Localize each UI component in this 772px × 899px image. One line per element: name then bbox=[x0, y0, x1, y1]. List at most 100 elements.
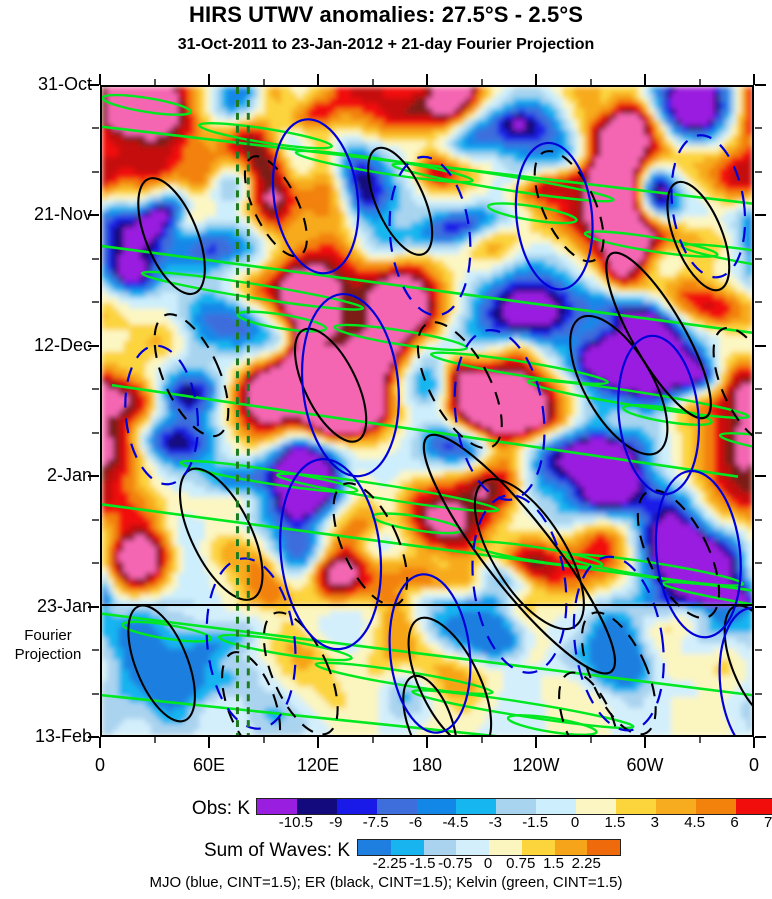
colorbar-segment bbox=[576, 799, 616, 814]
y-tick-minor bbox=[92, 388, 99, 391]
x-axis-label: 60E bbox=[192, 755, 226, 775]
colorbar-segment bbox=[496, 799, 537, 814]
colorbar-tick-label: -3 bbox=[488, 814, 502, 831]
y-tick-major bbox=[755, 214, 766, 217]
y-axis-label: 31-Oct bbox=[37, 74, 92, 94]
fourier-note-line1: Fourier bbox=[24, 626, 72, 644]
marker-longitude-lines bbox=[235, 87, 250, 735]
y-tick-minor bbox=[755, 388, 762, 391]
x-axis-label: 120E bbox=[296, 755, 340, 775]
x-tick-major bbox=[317, 737, 319, 748]
colorbar-tick-label: 0.75 bbox=[506, 855, 536, 872]
y-tick-major bbox=[88, 475, 99, 478]
x-axis-label: 0 bbox=[94, 755, 105, 775]
x-tick-major-top bbox=[535, 74, 537, 85]
anomaly-field bbox=[102, 87, 752, 735]
colorbar-tick-label: -4.5 bbox=[442, 814, 469, 831]
colorbar-segment bbox=[735, 799, 772, 814]
x-tick-major-top bbox=[644, 74, 646, 85]
colorbar-segment bbox=[296, 799, 337, 814]
y-tick-minor bbox=[92, 170, 99, 173]
colorbar-segment bbox=[416, 799, 457, 814]
x-tick-major-top bbox=[99, 74, 101, 85]
colorbar-waves-title: Sum of Waves: K bbox=[203, 840, 350, 861]
colorbar-tick-label: -6 bbox=[408, 814, 423, 831]
x-tick-major bbox=[208, 737, 210, 748]
y-axis-label: 2-Jan bbox=[46, 465, 92, 486]
colorbar-segment bbox=[587, 840, 620, 855]
mjo-contours bbox=[124, 118, 752, 735]
colorbar-obs-bar bbox=[256, 798, 772, 815]
colorbar-segment bbox=[376, 799, 417, 814]
x-tick-major-top bbox=[317, 74, 319, 85]
x-tick-minor bbox=[589, 737, 592, 743]
y-axis-label: 23-Jan bbox=[36, 595, 92, 616]
x-axis-label: 180 bbox=[411, 755, 443, 775]
colorbar-segment bbox=[423, 840, 457, 855]
y-tick-minor bbox=[92, 257, 99, 260]
observation-end-line bbox=[100, 604, 754, 606]
y-tick-minor bbox=[92, 562, 99, 565]
colorbar-segment bbox=[489, 840, 522, 855]
y-tick-minor bbox=[755, 649, 762, 652]
colorbar-tick-label: 2.25 bbox=[571, 855, 601, 872]
colorbar-tick-label: -9 bbox=[329, 814, 343, 831]
x-tick-major bbox=[426, 737, 428, 748]
colorbar-tick-label: 3 bbox=[650, 814, 659, 831]
page-subtitle: 31-Oct-2011 to 23-Jan-2012 + 21-day Four… bbox=[177, 36, 595, 53]
y-tick-major bbox=[88, 214, 99, 217]
x-tick-minor bbox=[371, 737, 374, 743]
colorbar-segment bbox=[521, 840, 555, 855]
x-axis-label: 60W bbox=[626, 755, 664, 775]
colorbar-segment bbox=[456, 840, 489, 855]
colorbar-segment bbox=[390, 840, 424, 855]
x-axis-label: 0 bbox=[748, 755, 759, 775]
x-tick-minor bbox=[480, 79, 483, 85]
y-tick-minor bbox=[755, 301, 762, 304]
x-tick-major-top bbox=[753, 74, 755, 85]
colorbar-tick-label: 1.5 bbox=[604, 814, 626, 831]
hovmoller-plot bbox=[100, 85, 754, 737]
y-tick-minor bbox=[92, 431, 99, 434]
colorbar-segment bbox=[615, 799, 656, 814]
colorbar-tick-label: 0 bbox=[570, 814, 580, 831]
x-tick-major-top bbox=[426, 74, 428, 85]
y-tick-major bbox=[755, 84, 766, 86]
x-tick-minor bbox=[153, 737, 156, 743]
y-tick-minor bbox=[92, 518, 99, 521]
y-tick-minor bbox=[755, 562, 762, 565]
x-tick-minor bbox=[480, 737, 483, 743]
colorbar-tick-label: 0 bbox=[483, 855, 493, 872]
x-tick-major bbox=[753, 737, 755, 748]
colorbar-tick-label: -0.75 bbox=[438, 855, 473, 872]
page-title: HIRS UTWV anomalies: 27.5°S - 2.5°S bbox=[189, 2, 583, 27]
fourier-projection-note: Fourier Projection bbox=[0, 626, 96, 664]
x-tick-minor bbox=[262, 737, 265, 743]
x-tick-major bbox=[99, 737, 101, 748]
colorbar-tick-label: -1.5 bbox=[409, 855, 436, 872]
colorbar-segment bbox=[336, 799, 377, 814]
x-tick-minor bbox=[262, 79, 265, 85]
colorbar-segment bbox=[554, 840, 588, 855]
shading-cells bbox=[102, 87, 752, 735]
y-tick-minor bbox=[92, 127, 99, 130]
y-tick-minor bbox=[755, 127, 762, 130]
kelvin-contours bbox=[102, 93, 752, 735]
x-tick-minor bbox=[153, 79, 156, 85]
colorbar-tick-label: 4.5 bbox=[684, 814, 706, 831]
y-tick-major bbox=[88, 736, 99, 738]
colorbar-segment bbox=[536, 799, 576, 814]
colorbar-tick-label: 6 bbox=[730, 814, 739, 831]
colorbar-obs-title: Obs: K bbox=[191, 798, 250, 819]
colorbar-segment bbox=[456, 799, 497, 814]
x-tick-major-top bbox=[208, 74, 210, 85]
y-axis-label: 21-Nov bbox=[33, 204, 92, 225]
x-tick-minor bbox=[698, 79, 701, 85]
x-axis-label: 120W bbox=[512, 755, 560, 775]
y-tick-major bbox=[755, 605, 766, 608]
y-tick-minor bbox=[92, 692, 99, 695]
y-tick-major bbox=[755, 344, 766, 347]
fourier-note-line2: Projection bbox=[14, 645, 82, 663]
colorbar-segment bbox=[655, 799, 696, 814]
y-tick-major bbox=[88, 605, 99, 608]
